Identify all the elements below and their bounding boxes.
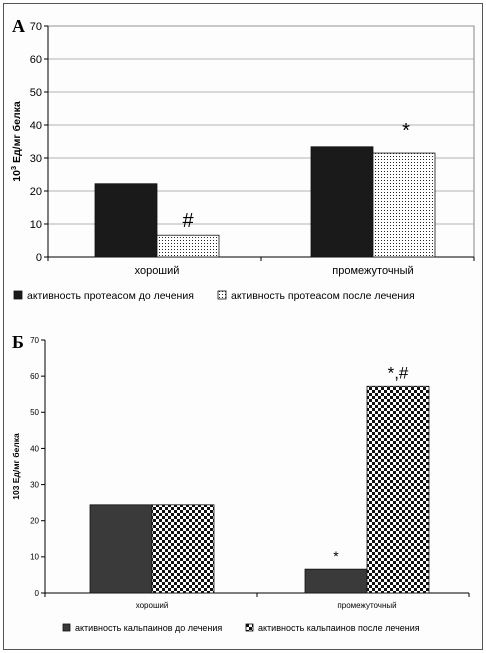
y-tick-label: 60	[30, 54, 42, 66]
y-tick-label: 40	[30, 120, 42, 132]
y-axis-label: 103 Ед/мг белка	[9, 101, 24, 182]
significance-annotation: *	[402, 120, 410, 142]
legend-entry-label: активность кальпаинов до лечения	[75, 623, 222, 633]
y-tick-label: 40	[30, 444, 39, 453]
y-tick-label: 70	[30, 336, 39, 345]
y-tick-label: 20	[30, 517, 39, 526]
significance-annotation: *	[333, 548, 339, 564]
significance-annotation: #	[182, 210, 194, 232]
panel-letter: Б	[12, 332, 24, 352]
bar	[94, 183, 158, 258]
bar	[366, 385, 430, 594]
bar	[89, 504, 153, 594]
legend-swatch	[13, 290, 23, 300]
bar	[310, 146, 374, 258]
y-tick-label: 50	[30, 408, 39, 417]
legend-entry-label: активность кальпаинов после лечения	[258, 623, 420, 633]
y-tick-label: 30	[30, 153, 42, 165]
y-tick-label: 60	[30, 372, 39, 381]
significance-annotation: *,#	[388, 363, 409, 382]
y-tick-label: 20	[30, 186, 42, 198]
bar	[304, 568, 368, 594]
bar	[156, 234, 220, 258]
y-axis-label: 103 Ед/мг белка	[11, 433, 21, 500]
y-tick-label: 10	[30, 219, 42, 231]
bar	[372, 152, 436, 258]
x-category-label: хороший	[136, 601, 169, 610]
y-tick-label: 30	[30, 480, 39, 489]
legend-entry-label: активность протеасом до лечения	[27, 290, 194, 302]
legend-entry-label: активность протеасом после лечения	[231, 290, 415, 302]
legend-swatch	[62, 623, 71, 632]
y-tick-label: 0	[36, 252, 42, 264]
y-tick-label: 50	[30, 87, 42, 99]
x-category-label: промежуточный	[337, 601, 396, 610]
legend-swatch	[217, 290, 227, 300]
legend-swatch	[245, 623, 254, 632]
y-tick-label: 10	[30, 553, 39, 562]
chart-panel-b: Б 0 10 20 30 40 50 60 70 103 Ед/мг белка хороший пр…	[11, 332, 470, 633]
x-category-label: хороший	[135, 265, 180, 277]
panel-letter: A	[12, 16, 25, 36]
y-tick-label: 0	[35, 589, 40, 598]
chart-panel-a: A 0 10 20 30 40 50 60 70 103 Ед/мг белка хороший пр…	[9, 16, 475, 302]
y-tick-label: 70	[30, 21, 42, 33]
x-category-label: промежуточный	[332, 265, 413, 277]
bar	[151, 504, 215, 594]
